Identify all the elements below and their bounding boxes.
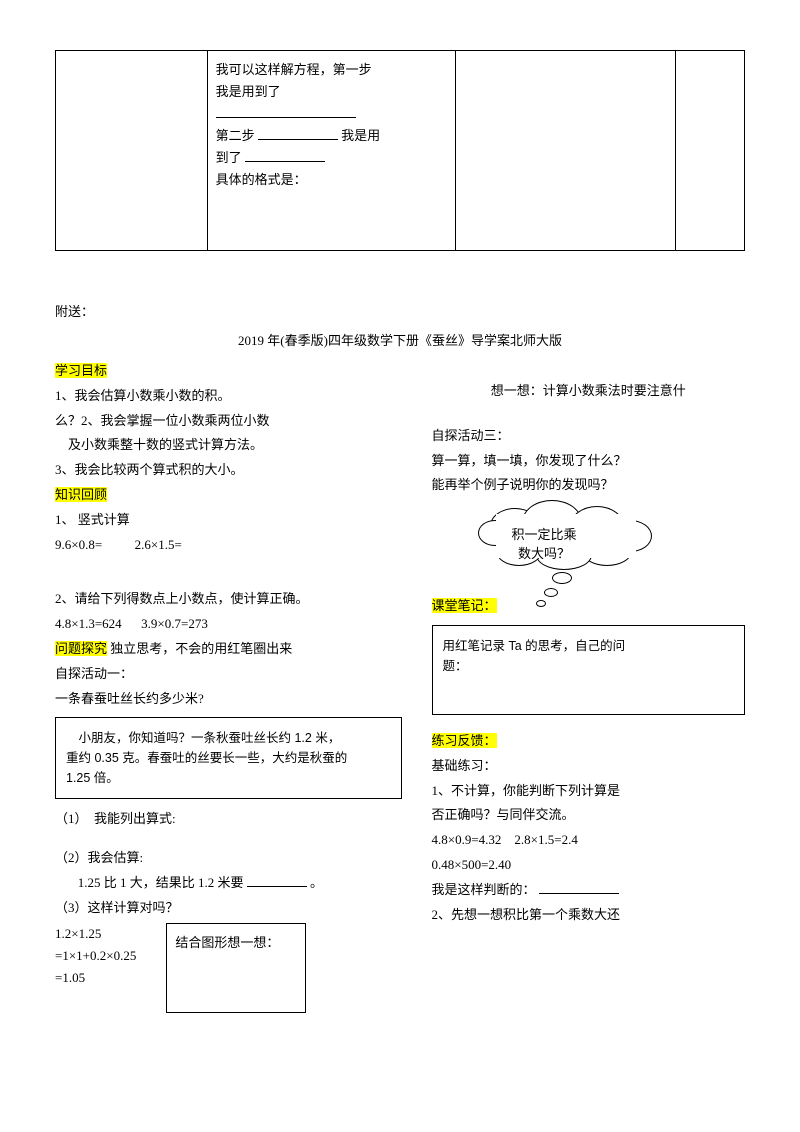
text: 。 xyxy=(310,875,323,890)
text: 第二步 xyxy=(216,128,255,143)
equation: 4.8×1.3=624 xyxy=(55,616,122,631)
text: 1.25 比 1 大，结果比 1.2 米要 xyxy=(78,875,244,890)
text: 算一算，填一填，你发现了什么？ xyxy=(432,451,746,472)
blank-line xyxy=(245,148,325,162)
text: 及小数乘整十数的竖式计算方法。 xyxy=(55,435,402,456)
table-cell-2: 我可以这样解方程，第一步 我是用到了 第二步 我是用 到了 具体的格式是： xyxy=(207,51,455,251)
equation: 0.48×500=2.40 xyxy=(432,855,746,876)
text: （2）我会估算: xyxy=(55,848,402,869)
calculation: 1.2×1.25 =1×1+0.2×0.25 =1.05 xyxy=(55,923,136,989)
text: 结合图形想一想： xyxy=(175,935,279,950)
text: 否正确吗？与同伴交流。 xyxy=(432,805,746,826)
equation: 2.6×1.5= xyxy=(135,537,182,552)
hint-box: 结合图形想一想： xyxy=(166,923,306,1013)
section-heading: 学习目标 xyxy=(55,363,107,378)
equation-table: 我可以这样解方程，第一步 我是用到了 第二步 我是用 到了 具体的格式是： xyxy=(55,50,745,251)
text: 么？2、我会掌握一位小数乘两位小数 xyxy=(55,411,402,432)
text: 重约 0.35 克。春蚕吐的丝要长一些，大约是秋蚕的 xyxy=(66,751,347,765)
text: 具体的格式是： xyxy=(216,172,307,187)
blank-line xyxy=(258,126,338,140)
text: 用红笔记录 Ta 的思考，自己的问 xyxy=(443,639,626,653)
equation: 9.6×0.8= xyxy=(55,537,102,552)
section-heading: 练习反馈： xyxy=(432,733,497,748)
text: 题： xyxy=(443,659,468,673)
cloud-text: 积一定比乘 数大吗？ xyxy=(512,524,577,562)
text: 我可以这样解方程，第一步 xyxy=(216,62,372,77)
document-title: 2019 年(春季版)四年级数学下册《蚕丝》导学案北师大版 xyxy=(55,330,745,349)
text: 我是这样判断的： xyxy=(432,882,536,897)
notes-box: 用红笔记录 Ta 的思考，自己的问 题： xyxy=(432,625,746,715)
text: （3）这样计算对吗？ xyxy=(55,898,402,919)
text: 1.25 倍。 xyxy=(66,771,119,785)
equation: 4.8×0.9=4.32 xyxy=(432,832,502,847)
text: 基础练习： xyxy=(432,756,746,777)
table-cell-1 xyxy=(56,51,208,251)
text: 自探活动三： xyxy=(432,426,746,447)
text: 2、先想一想积比第一个乘数大还 xyxy=(432,905,746,926)
text: 一条春蚕吐丝长约多少米? xyxy=(55,689,402,710)
equation: 1.2×1.25 xyxy=(55,926,101,941)
text: 自探活动一： xyxy=(55,664,402,685)
section-heading: 课堂笔记： xyxy=(432,598,497,613)
thought-bubble: 积一定比乘 数大吗？ xyxy=(482,506,662,566)
table-cell-3 xyxy=(455,51,675,251)
table-cell-4 xyxy=(676,51,745,251)
section-heading: 问题探究 xyxy=(55,641,107,656)
text: 到了 xyxy=(216,150,242,165)
text: 我是用到了 xyxy=(216,84,281,99)
text: 3、我会比较两个算式积的大小。 xyxy=(55,460,402,481)
text: （1） 我能列出算式: xyxy=(55,809,402,830)
equation: =1×1+0.2×0.25 xyxy=(55,948,136,963)
attach-label: 附送： xyxy=(55,301,745,320)
text: 2、请给下列得数点上小数点，使计算正确。 xyxy=(55,589,402,610)
text: 1、不计算，你能判断下列计算是 xyxy=(432,781,746,802)
text: 1、我会估算小数乘小数的积。 xyxy=(55,386,402,407)
text: 1、 竖式计算 xyxy=(55,510,402,531)
text: 我是用 xyxy=(341,128,380,143)
equation: 2.8×1.5=2.4 xyxy=(514,832,577,847)
blank-line xyxy=(539,880,619,894)
equation: 3.9×0.7=273 xyxy=(141,616,208,631)
text: 能再举个例子说明你的发现吗？ xyxy=(432,475,746,496)
blank-line xyxy=(247,873,307,887)
blank-line xyxy=(216,104,356,118)
text: 独立思考，不会的用红笔圈出来 xyxy=(107,641,292,656)
equation: =1.05 xyxy=(55,970,85,985)
section-heading: 知识回顾 xyxy=(55,487,107,502)
info-box: 小朋友，你知道吗？一条秋蚕吐丝长约 1.2 米， 重约 0.35 克。春蚕吐的丝… xyxy=(55,717,402,799)
text: 想一想：计算小数乘法时要注意什 xyxy=(432,381,746,402)
text: 小朋友，你知道吗？一条秋蚕吐丝长约 1.2 米， xyxy=(66,731,340,745)
